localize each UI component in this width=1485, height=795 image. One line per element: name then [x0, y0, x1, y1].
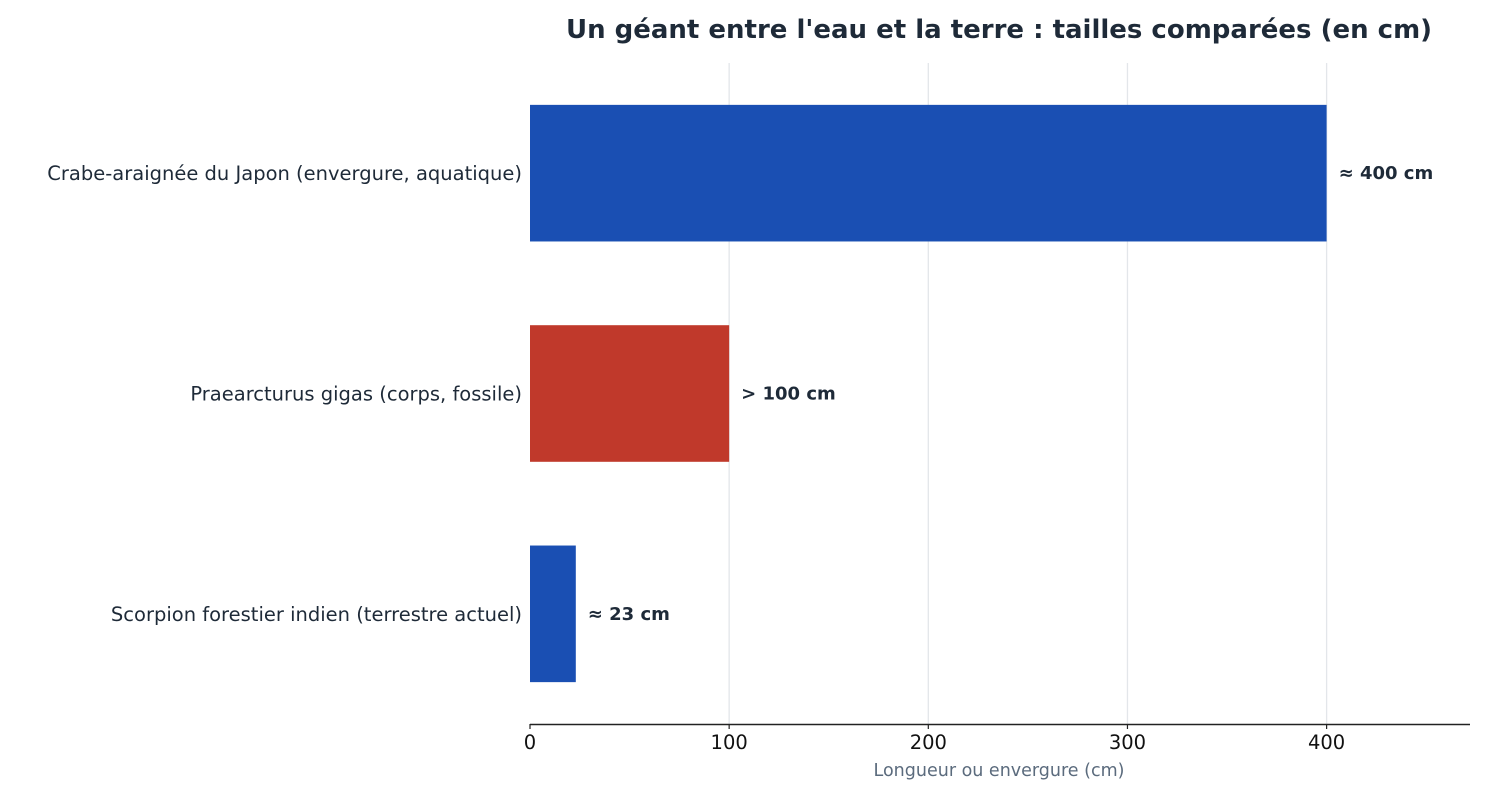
- x-axis-ticks: 0 100 200 300 400: [524, 724, 1345, 754]
- data-label: ≈ 23 cm: [588, 604, 670, 625]
- category-label: Scorpion forestier indien (terrestre act…: [111, 603, 522, 626]
- x-tick-label: 200: [910, 731, 947, 754]
- category-label: Crabe-araignée du Japon (envergure, aqua…: [47, 162, 522, 185]
- chart-title: Un géant entre l'eau et la terre : taill…: [566, 15, 1432, 45]
- data-label: > 100 cm: [741, 384, 836, 405]
- data-labels: ≈ 400 cm > 100 cm ≈ 23 cm: [588, 163, 1433, 625]
- x-tick-label: 300: [1109, 731, 1146, 754]
- x-tick-label: 100: [711, 731, 748, 754]
- category-label: Praearcturus gigas (corps, fossile): [190, 383, 522, 406]
- category-labels: Crabe-araignée du Japon (envergure, aqua…: [47, 162, 522, 626]
- bars: [530, 104, 1327, 683]
- x-tick-label: 0: [524, 731, 536, 754]
- x-tick-label: 400: [1308, 731, 1345, 754]
- data-label: ≈ 400 cm: [1339, 163, 1434, 184]
- x-axis-label: Longueur ou envergure (cm): [874, 761, 1125, 781]
- bar: [530, 545, 576, 683]
- bar: [530, 104, 1327, 242]
- bar: [530, 325, 730, 462]
